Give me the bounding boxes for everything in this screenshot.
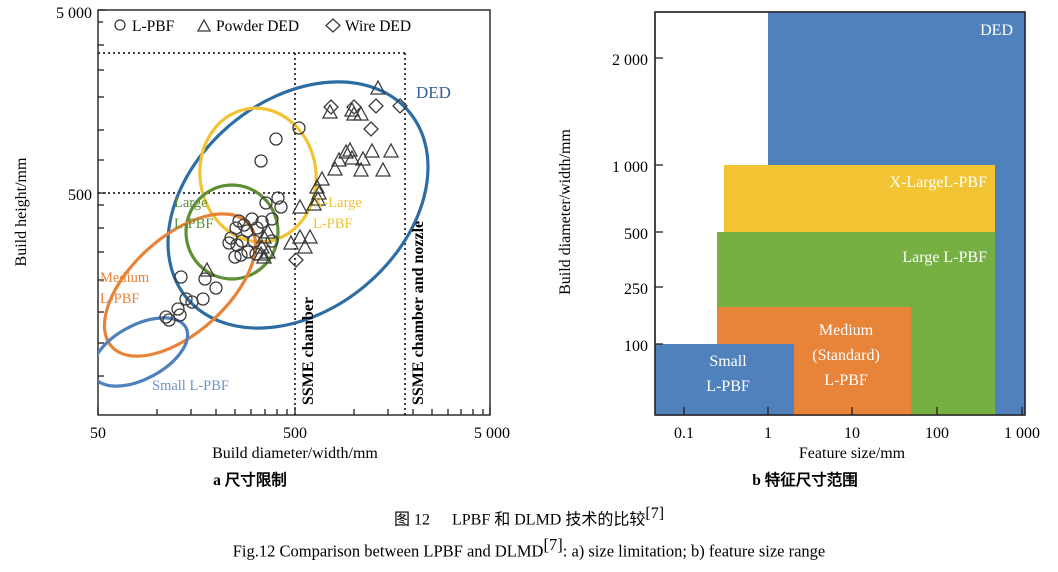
x-ticks-a: [97, 407, 491, 415]
y-ticks-b: [655, 57, 663, 345]
panel-a-size-limitation: L-PBF Powder DED Wire DED DED X-Large L-…: [13, 5, 510, 460]
region-label-medium-line1: Medium: [819, 322, 874, 339]
annotation-ded: DED: [416, 83, 451, 102]
y-tick-label-1000-b: 1 000: [612, 159, 648, 176]
y-tick-label-500-b: 500: [624, 226, 648, 243]
legend-a: L-PBF Powder DED Wire DED: [103, 12, 411, 38]
region-label-large: Large L-PBF: [902, 249, 987, 266]
y-tick-label-100-b: 100: [624, 338, 648, 355]
x-tick-label-10-b: 10: [844, 425, 860, 442]
annotation-large-line1: Large: [174, 195, 208, 211]
series-wire-ded: [288, 98, 408, 268]
ellipse-xlarge-lpbf: [198, 106, 318, 244]
y-tick-label-5000-a: 5 000: [56, 5, 92, 22]
x-ticks-b: [683, 407, 1023, 415]
main-caption-en-post: : a) size limitation; b) feature size ra…: [562, 541, 826, 561]
region-label-xlarge: X-LargeL-PBF: [890, 174, 988, 191]
plot-border-b: [654, 11, 1026, 416]
region-label-medium-line2: (Standard): [812, 347, 880, 364]
regions-b: [655, 12, 1025, 415]
x-axis-label-b: Feature size/mm: [799, 445, 906, 460]
x-axis-label-a: Build diameter/width/mm: [212, 445, 378, 460]
annotation-medium-line2: L-PBF: [100, 291, 140, 307]
ellipse-large-lpbf: [184, 183, 280, 281]
main-caption-cn-ref: [7]: [645, 505, 665, 522]
annotation-small: Small L-PBF: [152, 378, 229, 394]
region-label-medium-line3: L-PBF: [824, 372, 868, 389]
reference-lines-a: [98, 52, 406, 415]
x-tick-label-500-a: 500: [283, 425, 307, 442]
legend-marker-circle-icon: [114, 19, 126, 31]
annotation-ssme-chamber: SSME chamber: [300, 297, 317, 405]
main-caption-en-pre: Fig.12 Comparison between LPBF and DLMD: [232, 541, 544, 561]
main-caption-cn: 图 12 LPBF 和 DLMD 技术的比较[7]: [0, 505, 1058, 529]
main-caption-cn-prefix: 图 12: [393, 511, 430, 529]
annotation-large-line2: L-PBF: [174, 216, 214, 232]
x-tick-label-1-b: 1: [764, 425, 772, 442]
y-tick-label-500-a: 500: [68, 187, 92, 204]
annotation-xlarge-line1: X-Large: [313, 195, 362, 211]
y-ticks-a: [98, 9, 106, 377]
main-caption-en-ref: [7]: [543, 535, 563, 554]
legend-label-l-pbf: L-PBF: [132, 18, 175, 35]
legend-marker-triangle-icon: [196, 18, 212, 32]
y-axis-label-a: Build height/mm: [13, 157, 30, 266]
region-small-lpbf: [655, 344, 794, 415]
series-l-pbf: [159, 121, 306, 327]
annotation-ssme-chamber-nozzle: SSME chamber and nozzle: [410, 221, 427, 405]
x-tick-label-5000-a: 5 000: [474, 425, 510, 442]
subcaption-a: a 尺寸限制: [213, 472, 287, 489]
y-axis-label-b: Build diameter/width/mm: [557, 129, 574, 295]
region-label-small-line1: Small: [709, 353, 747, 370]
ellipse-small-lpbf: [98, 316, 190, 388]
x-tick-label-1000-b: 1 000: [1004, 425, 1040, 442]
x-tick-label-0.1-b: 0.1: [674, 425, 694, 442]
main-caption-cn-text: LPBF 和 DLMD 技术的比较: [452, 511, 646, 529]
y-tick-label-2000-b: 2 000: [612, 52, 648, 69]
series-powder-ded: [198, 79, 400, 277]
main-caption-en: Fig.12 Comparison between LPBF and DLMD[…: [0, 535, 1058, 561]
subcaption-b: b 特征尺寸范围: [752, 472, 858, 489]
y-tick-label-250-b: 250: [624, 281, 648, 298]
region-label-small-line2: L-PBF: [706, 378, 750, 395]
region-xlarge-lpbf: [724, 165, 995, 232]
x-tick-label-50-a: 50: [90, 425, 106, 442]
x-tick-label-100-b: 100: [925, 425, 949, 442]
annotation-medium-line1: Medium: [100, 270, 150, 286]
region-label-ded: DED: [980, 22, 1013, 39]
legend-label-powder-ded: Powder DED: [216, 18, 299, 35]
legend-label-wire-ded: Wire DED: [345, 18, 411, 35]
legend-marker-diamond-icon: [325, 18, 341, 33]
panel-b-feature-size-range: DED X-LargeL-PBF Large L-PBF Medium (Sta…: [557, 11, 1040, 460]
data-markers-a: [159, 79, 408, 327]
annotation-xlarge-line2: L-PBF: [313, 216, 353, 232]
